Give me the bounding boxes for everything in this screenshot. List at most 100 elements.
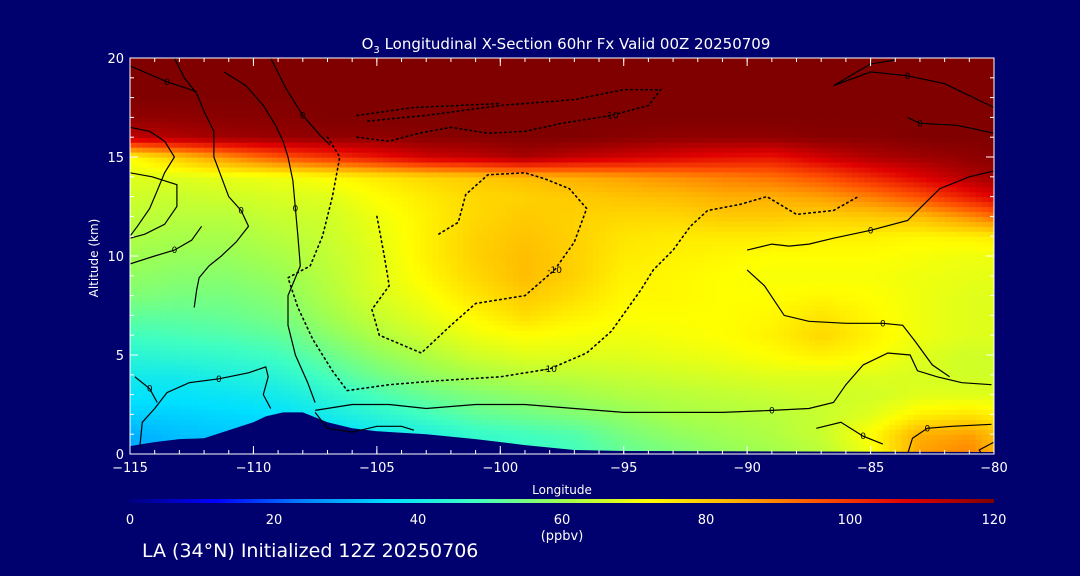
- field-cell: [358, 379, 366, 386]
- field-cell: [253, 320, 261, 326]
- field-cell: [327, 221, 335, 227]
- field-cell: [389, 359, 396, 366]
- field-cell: [339, 181, 347, 188]
- field-cell: [450, 157, 458, 163]
- field-cell: [481, 359, 489, 366]
- field-cell: [407, 419, 415, 425]
- field-cell: [191, 137, 199, 143]
- field-cell: [204, 399, 211, 406]
- field-cell: [481, 335, 489, 341]
- field-cell: [506, 201, 514, 208]
- field-cell: [358, 226, 366, 232]
- field-cell: [475, 310, 483, 316]
- field-cell: [290, 72, 298, 79]
- field-cell: [383, 246, 390, 252]
- field-cell: [154, 92, 162, 99]
- field-cell: [191, 176, 199, 183]
- field-cell: [487, 251, 495, 257]
- field-cell: [228, 77, 236, 84]
- field-cell: [271, 409, 279, 415]
- field-cell: [339, 87, 347, 94]
- field-cell: [179, 359, 187, 366]
- field-cell: [302, 142, 310, 148]
- field-cell: [395, 275, 403, 282]
- field-cell: [500, 231, 508, 237]
- field-cell: [395, 231, 403, 237]
- field-cell: [296, 181, 304, 188]
- field-cell: [401, 355, 409, 361]
- field-cell: [494, 310, 501, 316]
- field-cell: [389, 201, 396, 208]
- field-cell: [136, 325, 143, 331]
- field-cell: [160, 166, 168, 173]
- field-cell: [222, 290, 230, 297]
- field-cell: [500, 359, 508, 366]
- field-cell: [253, 161, 261, 168]
- field-cell: [413, 58, 421, 64]
- field-cell: [487, 191, 495, 198]
- field-cell: [389, 127, 396, 133]
- field-cell: [247, 161, 255, 168]
- field-cell: [395, 325, 403, 331]
- field-cell: [487, 384, 495, 391]
- field-cell: [481, 350, 489, 356]
- field-cell: [339, 320, 347, 326]
- field-cell: [475, 355, 483, 361]
- field-cell: [308, 325, 316, 331]
- field-cell: [463, 117, 471, 123]
- field-cell: [364, 320, 372, 326]
- field-cell: [389, 166, 396, 173]
- field-cell: [136, 335, 143, 341]
- field-cell: [413, 142, 421, 148]
- field-cell: [148, 206, 156, 213]
- field-cell: [197, 335, 205, 341]
- field-cell: [364, 132, 372, 138]
- field-cell: [315, 206, 322, 213]
- field-cell: [253, 216, 261, 222]
- field-cell: [401, 161, 409, 168]
- field-cell: [315, 285, 322, 292]
- field-cell: [173, 285, 180, 292]
- field-cell: [383, 424, 390, 430]
- field-cell: [457, 137, 464, 143]
- field-cell: [346, 92, 353, 99]
- field-cell: [444, 196, 452, 203]
- field-cell: [302, 251, 310, 257]
- field-cell: [265, 77, 273, 84]
- field-cell: [259, 161, 267, 168]
- field-cell: [370, 127, 378, 133]
- field-cell: [395, 310, 403, 316]
- field-cell: [259, 196, 267, 203]
- field-cell: [315, 58, 322, 64]
- field-cell: [315, 251, 322, 257]
- field-cell: [210, 345, 217, 351]
- field-cell: [160, 335, 168, 341]
- field-cell: [481, 290, 489, 297]
- field-cell: [216, 251, 224, 257]
- field-cell: [407, 196, 415, 203]
- field-cell: [130, 246, 137, 252]
- field-cell: [136, 374, 143, 381]
- field-cell: [438, 67, 446, 74]
- field-cell: [475, 340, 483, 346]
- field-cell: [216, 82, 224, 89]
- field-cell: [234, 394, 242, 401]
- field-cell: [253, 389, 261, 396]
- field-cell: [253, 206, 261, 213]
- field-cell: [296, 379, 304, 386]
- field-cell: [290, 58, 298, 64]
- field-cell: [413, 384, 421, 391]
- field-cell: [136, 300, 143, 307]
- field-cell: [333, 335, 341, 341]
- field-cell: [173, 77, 180, 84]
- field-cell: [358, 206, 366, 213]
- field-cell: [389, 414, 396, 420]
- field-cell: [302, 305, 310, 312]
- field-cell: [358, 201, 366, 208]
- field-cell: [271, 320, 279, 326]
- field-cell: [321, 330, 329, 336]
- field-cell: [253, 142, 261, 148]
- field-cell: [450, 137, 458, 143]
- field-cell: [296, 201, 304, 208]
- field-cell: [352, 246, 359, 252]
